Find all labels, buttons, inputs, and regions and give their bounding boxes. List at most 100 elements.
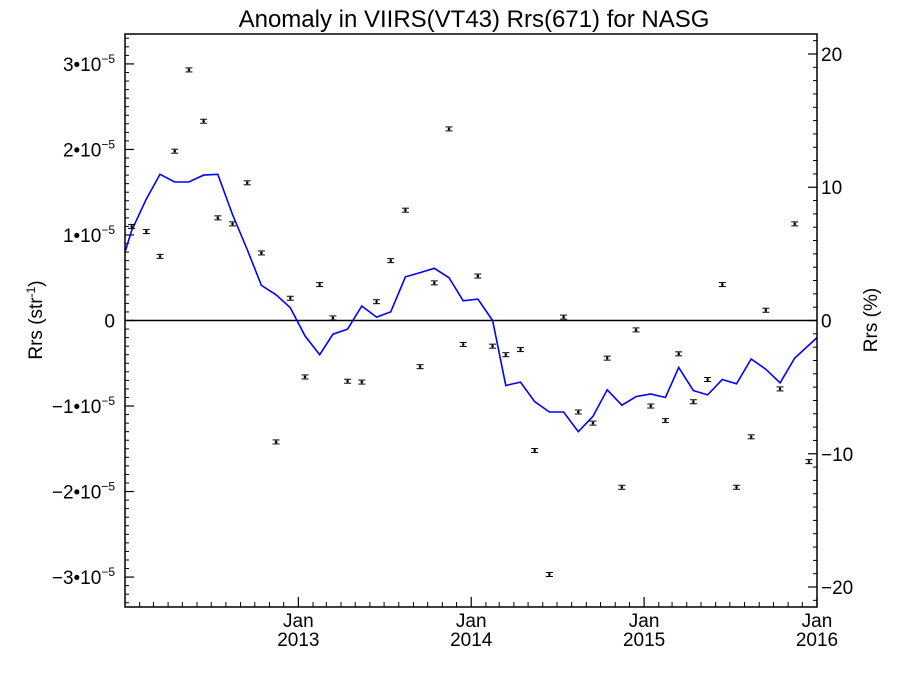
data-point xyxy=(214,215,222,221)
point-marker xyxy=(389,259,392,262)
data-point xyxy=(689,399,697,405)
point-marker xyxy=(260,251,263,254)
data-point xyxy=(401,207,409,213)
point-marker xyxy=(793,222,796,225)
x-tick-month: Jan xyxy=(456,611,487,632)
point-marker xyxy=(749,435,753,438)
right-axis-ticks: 20 10 0 −10 −20 xyxy=(808,40,853,601)
data-point xyxy=(776,386,784,392)
left-tick-label: −1•10−5 xyxy=(52,394,115,418)
data-point xyxy=(229,221,237,227)
trend-line xyxy=(124,173,818,433)
point-marker xyxy=(764,309,768,312)
left-tick-mantissa: −3•10 xyxy=(52,568,101,589)
left-axis-label-sup: -1 xyxy=(24,286,38,297)
data-point xyxy=(329,315,337,321)
data-point xyxy=(718,282,726,288)
data-point xyxy=(387,258,395,264)
right-axis-label: Rrs (%) xyxy=(861,288,882,352)
point-marker xyxy=(158,255,162,258)
data-point xyxy=(805,459,813,465)
right-tick-label: −10 xyxy=(821,445,853,466)
point-marker xyxy=(246,181,249,184)
point-marker xyxy=(476,275,480,278)
left-tick-label: 1•10−5 xyxy=(63,223,115,247)
data-point xyxy=(661,418,669,424)
data-point xyxy=(243,180,251,186)
data-point xyxy=(373,299,381,305)
point-marker xyxy=(318,283,321,286)
point-marker xyxy=(491,345,494,348)
point-marker xyxy=(231,222,234,225)
point-marker xyxy=(404,209,407,212)
left-tick-exponent: −5 xyxy=(101,223,115,237)
x-tick-year: 2014 xyxy=(450,630,493,651)
point-marker xyxy=(664,419,667,422)
data-point xyxy=(574,409,582,415)
left-tick-exponent: −5 xyxy=(101,137,115,151)
point-marker xyxy=(187,68,191,71)
data-point xyxy=(272,439,280,445)
left-tick-exponent: −5 xyxy=(101,565,115,579)
left-tick-mantissa: 1•10 xyxy=(63,226,101,247)
left-tick-mantissa: 3•10 xyxy=(63,55,101,76)
point-marker xyxy=(216,216,220,219)
left-axis-label-end: ) xyxy=(26,280,47,286)
point-marker xyxy=(778,387,782,390)
data-point xyxy=(632,327,640,333)
left-tick-mantissa: 0 xyxy=(104,312,115,333)
data-point xyxy=(430,280,438,286)
point-marker xyxy=(577,411,580,414)
x-tick-month: Jan xyxy=(802,611,833,632)
left-tick-exponent: −5 xyxy=(101,394,115,408)
data-point xyxy=(589,420,597,426)
data-point xyxy=(445,126,453,132)
point-marker xyxy=(173,150,176,153)
point-marker xyxy=(202,120,205,123)
data-point xyxy=(128,223,136,229)
left-tick-label: −3•10−5 xyxy=(52,565,115,589)
data-point xyxy=(156,253,164,259)
data-point xyxy=(301,374,309,380)
plot-frame xyxy=(124,33,818,608)
right-tick-label: 20 xyxy=(821,45,842,66)
left-tick-exponent: −5 xyxy=(101,52,115,66)
x-tick-year: 2015 xyxy=(623,630,665,651)
point-marker xyxy=(649,405,652,408)
data-point xyxy=(516,347,524,353)
point-marker xyxy=(447,127,451,130)
x-tick-year: 2016 xyxy=(796,630,838,651)
data-point xyxy=(762,307,770,313)
data-point xyxy=(545,572,553,578)
point-marker xyxy=(605,357,609,360)
point-marker xyxy=(289,297,292,300)
left-tick-label: −2•10−5 xyxy=(52,480,115,504)
data-point xyxy=(618,484,626,490)
left-tick-mantissa: 2•10 xyxy=(63,140,101,161)
data-point xyxy=(257,250,265,256)
data-point xyxy=(647,403,655,409)
point-marker xyxy=(591,422,595,425)
left-tick-label: 0 xyxy=(104,312,115,333)
point-marker xyxy=(303,375,307,378)
data-point xyxy=(732,484,740,490)
data-point xyxy=(489,343,497,349)
point-marker xyxy=(145,230,148,233)
data-point xyxy=(344,378,352,384)
point-marker xyxy=(634,328,638,331)
point-marker xyxy=(274,440,278,443)
x-tick-month: Jan xyxy=(629,611,660,632)
point-marker xyxy=(562,316,565,319)
data-point xyxy=(316,282,324,288)
right-tick-label: 0 xyxy=(821,312,832,333)
left-tick-label: 2•10−5 xyxy=(63,137,115,161)
chart-title: Anomaly in VIIRS(VT43) Rrs(671) for NASG xyxy=(239,6,710,33)
data-point xyxy=(142,229,150,235)
point-marker xyxy=(533,449,536,452)
point-marker xyxy=(706,378,709,381)
point-marker xyxy=(735,486,738,489)
point-marker xyxy=(331,316,335,319)
point-marker xyxy=(461,343,465,346)
point-marker xyxy=(504,353,508,356)
